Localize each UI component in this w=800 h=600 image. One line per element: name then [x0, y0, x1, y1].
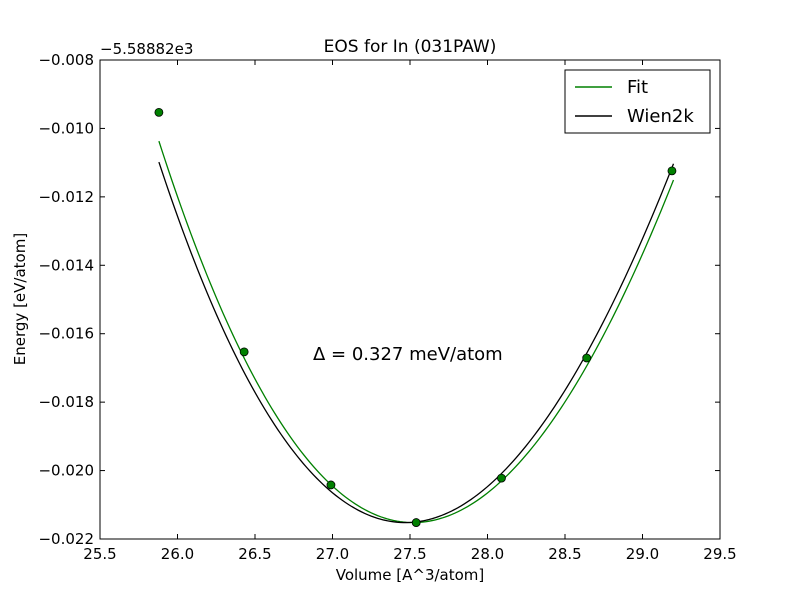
legend-box	[564, 69, 711, 134]
y-tick-label: −0.010	[38, 119, 94, 137]
plot-frame	[99, 59, 721, 540]
y-offset-label: −5.58882e3	[100, 40, 193, 58]
legend: Fit Wien2k	[564, 69, 711, 134]
y-tick-label: −0.020	[38, 462, 94, 480]
series-line-fit	[158, 140, 675, 524]
legend-label-fit: Fit	[627, 77, 648, 98]
y-tick-label: −0.022	[38, 530, 94, 548]
x-tick-label: 25.5	[83, 545, 116, 563]
y-tick-label: −0.018	[38, 393, 94, 411]
axis-ticks: 25.5 26.0 26.5 27.0 27.5 28.0 28.5 29.0 29.5 −0.0…	[38, 51, 736, 563]
x-tick-label: 27.0	[316, 545, 349, 563]
y-tick-label: −0.012	[38, 188, 94, 206]
data-point	[154, 107, 164, 117]
y-tick-label: −0.016	[38, 325, 94, 343]
chart-title: EOS for In (031PAW)	[324, 37, 497, 57]
x-tick-label: 26.5	[238, 545, 271, 563]
y-axis-label: Energy [eV/atom]	[11, 233, 29, 365]
data-point	[497, 473, 506, 483]
plot-area	[154, 107, 677, 527]
x-tick-label: 28.5	[548, 545, 581, 563]
data-point	[411, 518, 421, 527]
x-tick-label: 29.5	[703, 545, 736, 563]
delta-annotation: Δ = 0.327 meV/atom	[313, 344, 503, 365]
data-point	[582, 353, 592, 363]
x-tick-label: 28.0	[471, 545, 504, 563]
y-tick-label: −0.008	[38, 51, 94, 69]
x-tick-label: 29.0	[626, 545, 659, 563]
legend-label-wien2k: Wien2k	[627, 106, 694, 127]
data-point	[239, 347, 249, 357]
data-point	[326, 480, 336, 490]
x-tick-label: 27.5	[393, 545, 426, 563]
x-axis-label: Volume [A^3/atom]	[336, 566, 485, 584]
x-tick-label: 26.0	[161, 545, 194, 563]
y-tick-label: −0.014	[38, 256, 94, 274]
data-point	[667, 166, 677, 176]
